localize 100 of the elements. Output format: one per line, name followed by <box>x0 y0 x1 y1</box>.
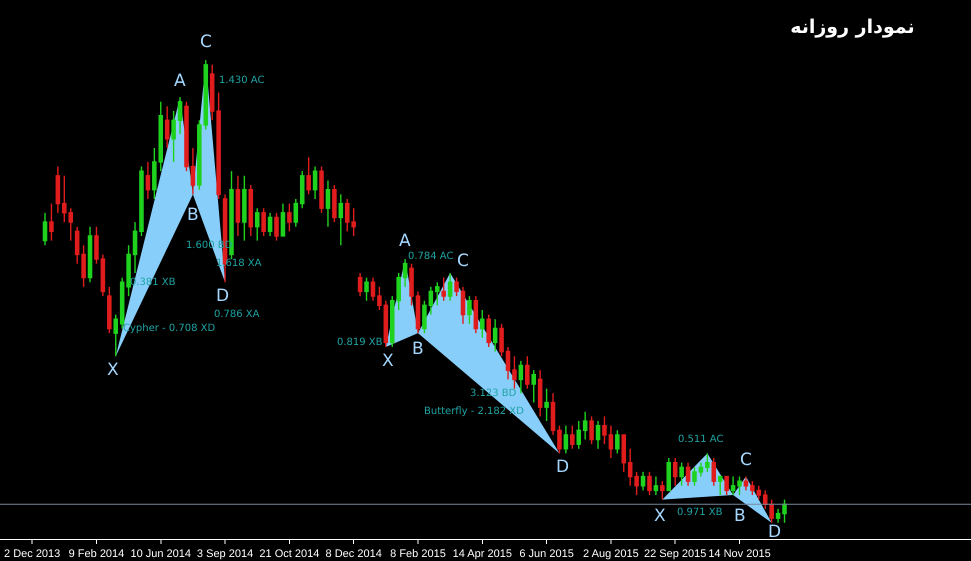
candlestick <box>100 254 106 297</box>
candlestick <box>480 309 485 338</box>
candlestick <box>49 202 54 242</box>
x-tick-label: 6 Jun 2015 <box>519 548 574 560</box>
candlestick <box>474 295 478 334</box>
candlestick <box>448 272 452 302</box>
candlestick <box>686 462 690 486</box>
candlestick <box>248 184 254 237</box>
annotation: C <box>457 251 469 271</box>
candlestick <box>628 448 632 486</box>
candlestick <box>712 457 716 486</box>
annotation: D <box>216 286 230 306</box>
candlestick <box>422 300 427 334</box>
candlestick <box>634 471 639 496</box>
candlestick <box>467 295 472 325</box>
x-tick-label: 2 Dec 2013 <box>4 548 60 560</box>
candlestick <box>338 194 344 246</box>
x-tick-label: 8 Dec 2014 <box>326 548 382 560</box>
annotation: X <box>382 351 394 371</box>
candlestick <box>332 184 337 223</box>
candlestick <box>589 416 594 445</box>
candlestick <box>274 212 279 242</box>
candlestick <box>178 96 182 135</box>
candlestick <box>312 166 318 200</box>
candlestick <box>705 452 710 473</box>
candlestick <box>210 64 214 121</box>
text: C <box>200 32 212 52</box>
candlestick <box>531 369 536 404</box>
candlestick <box>364 276 369 302</box>
candlestick <box>570 424 575 450</box>
candlestick <box>351 208 356 237</box>
candlestick <box>242 175 247 242</box>
candlestick <box>120 276 124 330</box>
candlestick <box>326 180 330 228</box>
candlestick <box>390 295 395 348</box>
candlestick <box>769 498 774 524</box>
candlestick <box>608 424 614 459</box>
annotation: A <box>399 231 411 251</box>
candlestick <box>268 212 272 237</box>
candlestick <box>107 286 112 334</box>
candlestick <box>640 471 646 492</box>
candlestick <box>750 480 755 496</box>
candlestick <box>146 161 150 200</box>
candlestick <box>377 286 382 311</box>
annotation: X <box>654 506 666 526</box>
candlestick <box>88 226 92 283</box>
candlestick <box>171 110 176 163</box>
x-tick-label: 10 Jun 2014 <box>130 548 192 560</box>
x-tick-label: 14 Nov 2015 <box>708 548 771 560</box>
candlestick <box>216 92 221 200</box>
candlestick <box>525 356 530 390</box>
x-tick-label: 2 Aug 2015 <box>583 548 639 560</box>
candlestick <box>647 471 652 496</box>
candlestick <box>62 175 67 223</box>
annotation: 0.971 XB <box>677 507 723 518</box>
candlestick <box>261 208 266 237</box>
annotation: C <box>740 450 752 470</box>
candlestick <box>74 226 80 264</box>
candlestick <box>615 430 620 454</box>
candlestick <box>744 476 748 492</box>
candlestick <box>428 286 434 316</box>
candlestick <box>300 170 305 209</box>
candlestick <box>564 424 568 454</box>
candlestick <box>441 276 446 302</box>
candlestick <box>204 59 208 130</box>
candlestick <box>384 300 388 348</box>
candlestick <box>582 411 588 440</box>
candlestick <box>68 208 74 242</box>
candlestick <box>344 198 350 232</box>
annotation: D <box>556 457 570 477</box>
x-tick-label: 22 Sep 2015 <box>644 548 706 560</box>
x-tick-label: 8 Feb 2015 <box>390 548 446 560</box>
candlestick <box>370 276 376 302</box>
candlestick <box>435 282 440 306</box>
annotation: B <box>734 506 746 526</box>
candlestick <box>602 416 607 445</box>
candlestick <box>94 226 99 264</box>
candlestick <box>56 166 60 214</box>
candlestick <box>544 388 549 422</box>
text: نمودار روزانه <box>790 16 915 38</box>
candlestick <box>236 175 240 237</box>
candlestick <box>596 420 600 450</box>
candlestick <box>396 272 401 311</box>
annotation: 0.784 AC <box>408 251 454 262</box>
candlestick <box>126 244 131 297</box>
candlestick <box>152 147 157 200</box>
candlestick <box>254 208 260 242</box>
candlestick <box>518 360 524 394</box>
candlestick <box>42 212 48 246</box>
candlestick <box>679 462 684 486</box>
candlestick <box>621 434 626 473</box>
candlestick <box>672 457 678 486</box>
candlestick <box>287 202 292 232</box>
candlestick <box>666 457 672 492</box>
x-tick-label: 14 Apr 2015 <box>452 548 512 560</box>
annotation: 0.511 AC <box>678 434 724 445</box>
x-tick-label: 3 Sep 2014 <box>196 548 254 560</box>
annotation: 0.786 XA <box>214 309 260 320</box>
candlestick <box>538 369 542 418</box>
x-tick-label: 21 Oct 2014 <box>259 548 320 560</box>
